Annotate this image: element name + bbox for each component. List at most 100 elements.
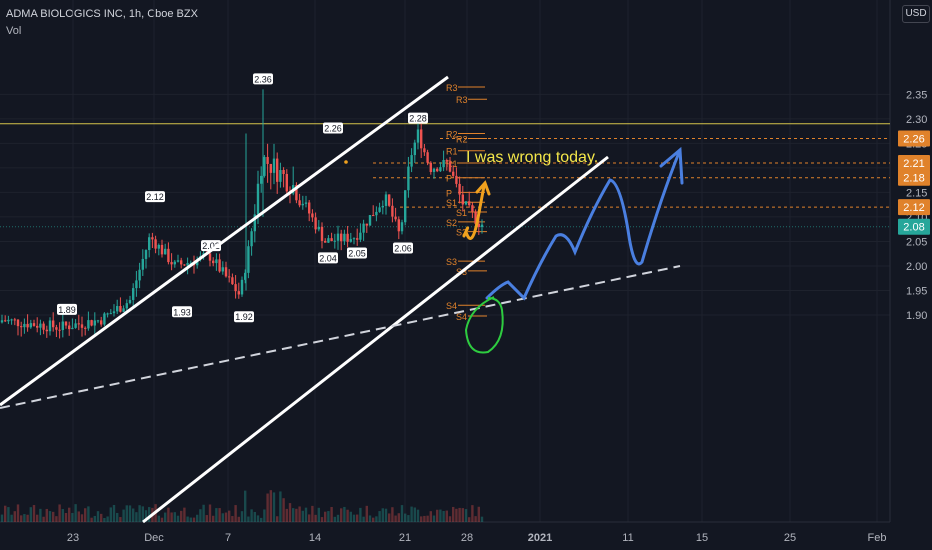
candle-body bbox=[7, 319, 10, 322]
volume-bar bbox=[276, 516, 279, 522]
candle-body bbox=[221, 267, 224, 272]
candle-body bbox=[55, 327, 58, 330]
candle-body bbox=[218, 259, 221, 272]
volume-bar bbox=[116, 512, 119, 522]
pivot-label: R3 bbox=[456, 95, 468, 105]
volume-bar bbox=[119, 517, 122, 522]
candle-body bbox=[29, 323, 32, 328]
pivot-label: P bbox=[446, 188, 452, 198]
volume-bar bbox=[132, 508, 135, 522]
volume-bar bbox=[138, 505, 141, 522]
volume-bar bbox=[416, 509, 420, 522]
candle-body bbox=[13, 319, 16, 321]
volume-bar bbox=[292, 508, 295, 522]
candle-body bbox=[426, 152, 429, 163]
volume-bar bbox=[23, 514, 26, 522]
volume-bar bbox=[336, 514, 340, 522]
price-label-box bbox=[898, 199, 930, 216]
volume-bar bbox=[362, 516, 365, 522]
currency-button[interactable]: USD bbox=[902, 5, 930, 23]
candle-body bbox=[320, 226, 324, 241]
candle-body bbox=[20, 326, 23, 328]
volume-bar bbox=[388, 513, 391, 522]
candle-body bbox=[52, 320, 55, 328]
price-label-box bbox=[898, 169, 930, 186]
candle-body bbox=[423, 148, 426, 153]
candle-body bbox=[208, 253, 212, 261]
volume-bar bbox=[423, 515, 426, 522]
volume-bar bbox=[221, 513, 224, 522]
candle-body bbox=[269, 163, 272, 173]
candle-body bbox=[404, 190, 407, 223]
volume-bar bbox=[352, 514, 356, 522]
volume-bar bbox=[192, 517, 196, 522]
candle-body bbox=[16, 319, 20, 327]
volume-bar bbox=[391, 507, 394, 522]
candle-body bbox=[432, 168, 436, 172]
candle-body bbox=[90, 320, 93, 326]
candle-body bbox=[180, 260, 183, 265]
candle-body bbox=[183, 264, 186, 266]
volume-bar bbox=[93, 515, 96, 522]
price-label-text: 2.12 bbox=[903, 202, 924, 214]
volume-bar bbox=[436, 509, 439, 522]
volume-bar bbox=[180, 510, 183, 522]
price-marker-box bbox=[57, 303, 77, 315]
volume-bar bbox=[58, 504, 61, 522]
price-marker-label: 1.92 bbox=[235, 312, 253, 322]
pivot-label: P bbox=[446, 174, 452, 184]
price-marker-box bbox=[234, 311, 254, 323]
candle-body bbox=[420, 129, 423, 149]
volume-bar bbox=[455, 508, 458, 522]
price-marker-box bbox=[318, 252, 338, 264]
candle-body bbox=[103, 313, 106, 325]
pivot-label: S3 bbox=[446, 257, 457, 267]
candle-body bbox=[356, 238, 359, 240]
price-marker-box bbox=[145, 191, 165, 203]
candle-body bbox=[253, 214, 256, 232]
volume-bar bbox=[359, 507, 362, 522]
volume-bar bbox=[432, 515, 436, 522]
candle-body bbox=[298, 200, 301, 206]
volume-bar bbox=[128, 505, 132, 522]
y-tick-label: 2.15 bbox=[906, 187, 927, 199]
volume-bar bbox=[468, 517, 471, 522]
candle-body bbox=[144, 250, 148, 259]
volume-bar bbox=[112, 504, 116, 522]
price-marker-box bbox=[323, 122, 343, 134]
candle-body bbox=[132, 288, 135, 300]
volume-bar bbox=[381, 508, 384, 522]
candle-body bbox=[0, 320, 4, 323]
volume-bar bbox=[61, 509, 64, 522]
price-marker-box bbox=[408, 112, 428, 124]
candle-body bbox=[237, 291, 240, 295]
candle-body bbox=[164, 248, 167, 255]
volume-bar bbox=[477, 506, 480, 522]
pivot-label: R2 bbox=[446, 130, 458, 140]
candle-body bbox=[362, 223, 365, 233]
volume-bar bbox=[308, 514, 311, 522]
candle-body bbox=[378, 207, 381, 212]
volume-bar bbox=[10, 514, 13, 522]
channel-lower-line bbox=[142, 155, 609, 524]
volume-bar bbox=[439, 509, 442, 522]
candle-body bbox=[244, 272, 247, 280]
candle-body bbox=[42, 323, 45, 330]
volume-bar bbox=[157, 515, 160, 522]
volume-bar bbox=[122, 509, 125, 522]
volume-bar bbox=[407, 515, 410, 522]
candle-body bbox=[346, 233, 349, 242]
candle-body bbox=[84, 327, 87, 329]
orange-arrow-head bbox=[475, 180, 491, 196]
candle-body bbox=[106, 313, 109, 315]
candle-body bbox=[397, 219, 400, 232]
volume-bar bbox=[64, 512, 68, 522]
price-marker-label: 2.04 bbox=[319, 253, 337, 263]
candle-body bbox=[413, 142, 416, 156]
volume-bar bbox=[167, 507, 170, 522]
candle-body bbox=[477, 223, 480, 227]
volume-bar bbox=[0, 514, 4, 522]
volume-bar bbox=[237, 516, 240, 522]
volume-bar bbox=[109, 507, 112, 522]
